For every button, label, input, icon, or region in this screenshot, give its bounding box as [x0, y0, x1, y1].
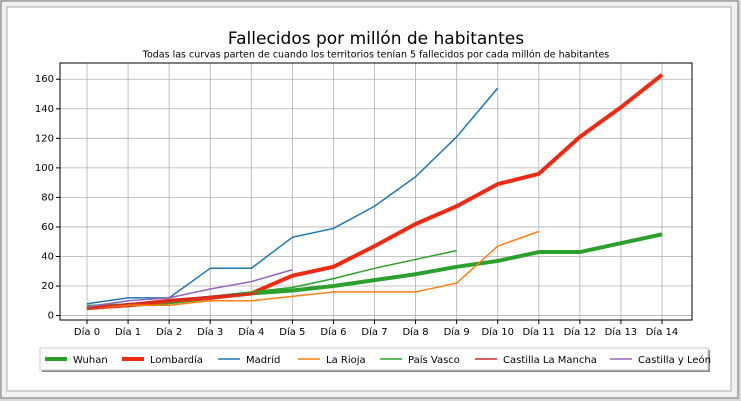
- lines: [86, 73, 664, 311]
- x-tick-label: Día 5: [279, 326, 305, 338]
- x-tick-label: Día 8: [402, 326, 428, 338]
- legend-label: Castilla La Mancha: [503, 355, 597, 366]
- x-tick-label: Día 9: [444, 326, 470, 338]
- y-tick-label: 60: [41, 222, 54, 233]
- x-tick-label: Día 0: [74, 326, 100, 338]
- series-line: [86, 87, 499, 305]
- legend-label: Wuhan: [73, 355, 108, 366]
- x-tick-label: Día 3: [197, 326, 223, 338]
- y-tick-label: 0: [48, 311, 54, 322]
- y-tick-label: 20: [41, 281, 54, 292]
- series-line: [86, 292, 252, 309]
- x-tick-label: Día 1: [115, 326, 141, 338]
- x-tick-label: Día 10: [481, 326, 514, 338]
- y-tick-label: 160: [35, 74, 54, 85]
- x-tick-label: Día 14: [646, 326, 679, 338]
- panel: [6, 6, 732, 392]
- y-tick-label: 120: [35, 133, 54, 144]
- series-line: [86, 230, 540, 309]
- grid: 0 20 40 60 80 100 120 140 160 Día 0 Día 1 Día 2 Día …: [35, 63, 692, 338]
- legend-label: Madrid: [246, 355, 280, 366]
- legend-label: La Rioja: [326, 355, 366, 366]
- x-tick-label: Día 6: [320, 326, 346, 338]
- legend: Wuhan Lombardía Madrid La Rioja País Vasco Ca…: [39, 347, 711, 372]
- x-tick-label: Día 11: [523, 326, 556, 338]
- y-tick-label: 80: [41, 192, 54, 203]
- chart-title: Fallecidos por millón de habitantes: [228, 29, 524, 49]
- chart-subtitle: Todas las curvas parten de cuando los te…: [142, 50, 610, 61]
- x-tick-label: Día 4: [238, 326, 264, 338]
- y-tick-label: 40: [41, 251, 54, 262]
- legend-box: [39, 347, 709, 371]
- x-tick-label: Día 13: [605, 326, 638, 338]
- x-tick-label: Día 7: [361, 326, 387, 338]
- legend-label: Lombardía: [150, 354, 203, 366]
- y-tick-label: 140: [35, 104, 54, 115]
- legend-label: Castilla y León: [638, 354, 711, 366]
- plot-border: [59, 62, 693, 321]
- x-tick-label: Día 2: [156, 326, 182, 338]
- y-tick-label: 100: [35, 163, 54, 174]
- series-line: [86, 269, 293, 308]
- legend-label: País Vasco: [408, 354, 460, 366]
- x-tick-label: Día 12: [564, 326, 597, 338]
